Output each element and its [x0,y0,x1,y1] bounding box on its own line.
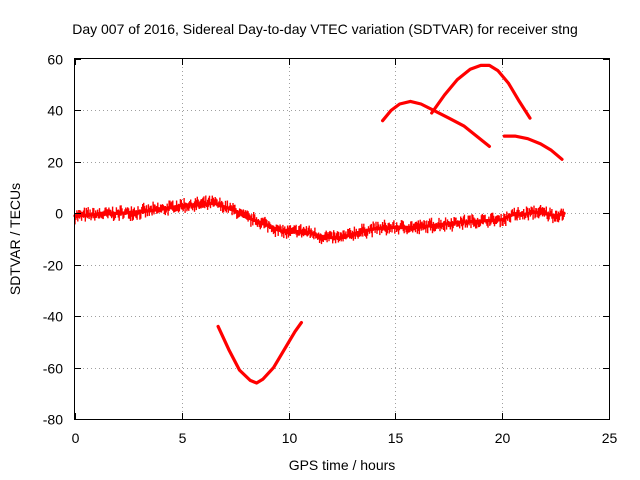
y-tick-label: -40 [43,309,63,325]
series-line [381,99,491,148]
x-tick-label: 20 [495,430,511,446]
x-tick-label: 25 [602,430,618,446]
y-tick-label: -80 [43,412,63,428]
series-line [216,321,303,385]
x-axis-label: GPS time / hours [289,457,396,473]
y-tick-labels: -80 -60 -40 -20 0 20 40 60 [43,52,63,428]
y-tick-label: 60 [47,52,63,68]
y-tick-label: 0 [55,206,63,222]
x-tick-label: 5 [179,430,187,446]
y-tick-label: 20 [47,155,63,171]
x-tick-label: 15 [388,430,404,446]
series-line [502,134,564,161]
axis-ticks [75,59,610,420]
y-tick-label: -20 [43,258,63,274]
y-tick-label: 40 [47,103,63,119]
series-right-segment [502,134,564,161]
series-main-trace [73,195,566,245]
plot-frame [74,58,610,420]
x-tick-label: 0 [72,430,80,446]
x-tick-labels: 0 5 10 15 20 25 [72,430,618,446]
series-dip-arc [216,321,303,385]
data-series [73,63,566,385]
y-tick-label: -60 [43,361,63,377]
series-upper-arc-b [430,63,532,120]
series-upper-arc-a [381,99,491,148]
series-line [430,63,532,120]
y-axis-label: SDTVAR / TECUs [7,183,23,295]
x-tick-label: 10 [282,430,298,446]
chart-title: Day 007 of 2016, Sidereal Day-to-day VTE… [72,21,578,37]
